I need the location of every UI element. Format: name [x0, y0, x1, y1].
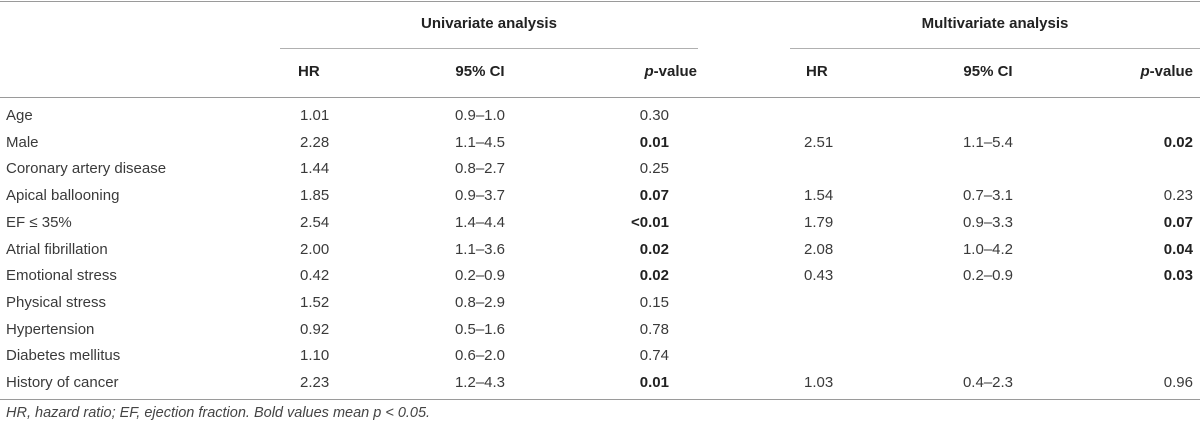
univariate-p-cell: 0.74	[639, 347, 669, 365]
table-row: Age 1.01 0.9–1.0 0.30	[0, 103, 1200, 129]
multivariate-p-cell: 0.96	[1163, 374, 1193, 391]
table-footnote: HR, hazard ratio; EF, ejection fraction.…	[6, 405, 431, 421]
univariate-p-cell: 0.02	[639, 267, 669, 285]
table-row: Atrial fibrillation 2.00 1.1–3.6 0.02 2.08 1.…	[0, 237, 1200, 263]
table-row: Physical stress 1.52 0.8–2.9 0.15	[0, 290, 1200, 316]
row-label: Physical stress	[6, 293, 107, 311]
univariate-ci-cell: 1.1–3.6	[454, 240, 506, 258]
univariate-p-cell: 0.78	[639, 320, 669, 338]
multivariate-ci-cell: 0.9–3.3	[962, 213, 1014, 231]
univariate-ci-cell: 0.2–0.9	[454, 267, 506, 285]
row-label: Coronary artery disease	[6, 160, 167, 178]
univariate-p-cell: 0.30	[639, 107, 669, 124]
univariate-hr-cell: 2.28	[300, 133, 330, 151]
univariate-ci-cell: 1.1–4.5	[454, 133, 506, 151]
univariate-hr-header: HR	[298, 63, 320, 80]
multivariate-hr-cell: 2.51	[804, 133, 834, 151]
univariate-group-header: Univariate analysis	[421, 15, 557, 32]
univariate-ci-cell: 0.6–2.0	[454, 347, 506, 365]
row-label: History of cancer	[6, 374, 119, 391]
univariate-hr-cell: 2.23	[300, 374, 330, 391]
multivariate-hr-cell: 1.54	[804, 187, 834, 205]
multivariate-p-cell: 0.07	[1163, 213, 1193, 231]
table-row: Emotional stress 0.42 0.2–0.9 0.02 0.43 0.2–0…	[0, 263, 1200, 289]
table-top-rule	[0, 1, 1200, 2]
multivariate-p-cell: 0.02	[1163, 133, 1193, 151]
univariate-ci-cell: 0.8–2.9	[454, 293, 506, 311]
table-row: Diabetes mellitus 1.10 0.6–2.0 0.74	[0, 343, 1200, 369]
univariate-p-cell: 0.15	[639, 293, 669, 311]
univariate-hr-cell: 1.85	[300, 187, 330, 205]
row-label: Male	[6, 133, 39, 151]
multivariate-p-cell: 0.03	[1163, 267, 1193, 285]
multivariate-group-rule	[790, 48, 1200, 49]
multivariate-hr-cell: 2.08	[804, 240, 834, 258]
multivariate-ci-header: 95% CI	[963, 63, 1013, 80]
multivariate-group-header: Multivariate analysis	[921, 15, 1069, 32]
row-label: Emotional stress	[6, 267, 117, 285]
univariate-p-cell: <0.01	[631, 213, 669, 231]
univariate-p-header: p-value	[644, 63, 697, 80]
univariate-ci-header: 95% CI	[455, 63, 505, 80]
table-row: Hypertension 0.92 0.5–1.6 0.78	[0, 317, 1200, 343]
univariate-p-cell: 0.02	[639, 240, 669, 258]
univariate-hr-cell: 2.00	[300, 240, 330, 258]
univariate-ci-cell: 1.4–4.4	[454, 213, 506, 231]
table-row: Apical ballooning 1.85 0.9–3.7 0.07 1.54 0.7–…	[0, 183, 1200, 209]
table-row: Male 2.28 1.1–4.5 0.01 2.51 1.1–5.4 0.02	[0, 130, 1200, 156]
multivariate-ci-cell: 0.7–3.1	[962, 187, 1014, 205]
univariate-ci-cell: 0.9–3.7	[454, 187, 506, 205]
table-row: History of cancer 2.23 1.2–4.3 0.01 1.03 0.4–…	[0, 370, 1200, 396]
univariate-hr-cell: 1.01	[300, 107, 330, 124]
univariate-ci-cell: 0.8–2.7	[454, 160, 506, 178]
multivariate-p-cell: 0.04	[1163, 240, 1193, 258]
row-label: Age	[6, 107, 33, 124]
multivariate-hr-cell: 1.79	[804, 213, 834, 231]
univariate-hr-cell: 1.10	[300, 347, 330, 365]
multivariate-p-header: p-value	[1140, 63, 1193, 80]
row-label: Diabetes mellitus	[6, 347, 121, 365]
univariate-hr-cell: 0.42	[300, 267, 330, 285]
row-label: EF ≤ 35%	[6, 213, 72, 231]
multivariate-hr-cell: 0.43	[804, 267, 834, 285]
univariate-p-cell: 0.01	[639, 374, 669, 391]
multivariate-ci-cell: 0.4–2.3	[962, 374, 1014, 391]
multivariate-hr-cell: 1.03	[804, 374, 834, 391]
univariate-ci-cell: 1.2–4.3	[454, 374, 506, 391]
multivariate-ci-cell: 0.2–0.9	[962, 267, 1014, 285]
multivariate-ci-cell: 1.0–4.2	[962, 240, 1014, 258]
row-label: Apical ballooning	[6, 187, 120, 205]
univariate-ci-cell: 0.5–1.6	[454, 320, 506, 338]
univariate-group-rule	[280, 48, 698, 49]
univariate-hr-cell: 0.92	[300, 320, 330, 338]
univariate-hr-cell: 2.54	[300, 213, 330, 231]
multivariate-p-cell: 0.23	[1163, 187, 1193, 205]
univariate-p-cell: 0.07	[639, 187, 669, 205]
univariate-p-cell: 0.01	[639, 133, 669, 151]
row-label: Hypertension	[6, 320, 95, 338]
table-row: EF ≤ 35% 2.54 1.4–4.4 <0.01 1.79 0.9–3.3 0.07	[0, 210, 1200, 236]
univariate-hr-cell: 1.44	[300, 160, 330, 178]
univariate-ci-cell: 0.9–1.0	[454, 107, 506, 124]
row-label: Atrial fibrillation	[6, 240, 108, 258]
multivariate-ci-cell: 1.1–5.4	[962, 133, 1014, 151]
univariate-hr-cell: 1.52	[300, 293, 330, 311]
table-bottom-rule	[0, 399, 1200, 400]
header-bottom-rule	[0, 97, 1200, 98]
univariate-p-cell: 0.25	[639, 160, 669, 178]
table-row: Coronary artery disease 1.44 0.8–2.7 0.25	[0, 156, 1200, 182]
multivariate-hr-header: HR	[806, 63, 828, 80]
